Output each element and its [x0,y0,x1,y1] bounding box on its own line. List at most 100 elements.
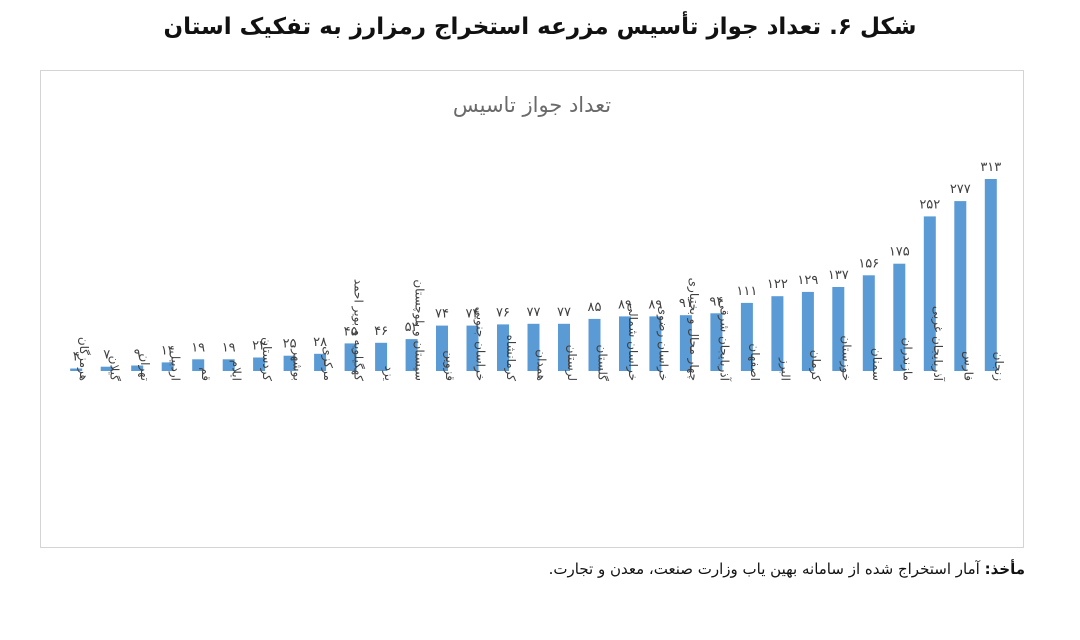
bar [588,318,601,371]
category-label: سیستان و بلوچستان [412,279,427,381]
category-label: اردبیل [168,350,183,381]
category-label: ایلام [230,360,244,381]
data-label: ۹۱ [679,296,693,311]
data-label: ۷۴ [435,307,449,322]
data-label: ۳۱۳ [980,160,1001,175]
chart-frame: تعداد جواز تاسیس ۴ هرمزگان ۷ گیلان ۹ تهران ۱۴ ا… [40,70,1024,548]
bar [161,362,174,371]
bar [192,359,205,371]
source-text: آمار استخراج شده از سامانه بهین یاب وزار… [548,560,980,578]
bar [131,365,144,371]
data-label: ۹۴ [709,294,723,309]
category-label: چهار محال و بختیاری [686,278,701,381]
bar [649,316,662,371]
category-label: لرستان [564,345,579,381]
data-label: ۲۵ [283,337,297,352]
bar [801,291,814,371]
bar [314,353,327,371]
bar [497,324,509,371]
data-label: ۴۶ [374,324,388,339]
category-label: مازندران [899,338,914,381]
category-label: آذربایجان غربی [930,306,946,382]
bar [954,201,967,371]
bar [466,325,479,371]
source-note: مأخذ: آمار استخراج شده از سامانه بهین یا… [549,560,1025,578]
data-label: ۷۶ [496,305,510,320]
category-label: خراسان جنوبی [473,307,488,381]
category-label: تهران [137,353,152,381]
category-label: گیلان [108,356,122,382]
bar [740,302,753,371]
bar [527,323,540,371]
bar [222,359,235,371]
data-label: ۷۴ [466,307,480,322]
data-label: ۲۸ [313,335,327,350]
data-label: ۴ [73,350,80,365]
category-label: کردستان [259,337,274,381]
category-label: آذربایجان شرقی [716,300,732,382]
data-label: ۱۷۵ [889,245,910,260]
data-label: ۱۵۶ [858,256,879,271]
figure-caption: شکل ۶. تعداد جواز تأسیس مزرعه استخراج رم… [163,14,917,40]
chart-title: تعداد جواز تاسیس [452,93,612,117]
category-label: مرکزی [320,346,335,381]
category-label: خراسان رضوی [655,306,670,381]
bar [984,179,997,371]
bar [832,287,845,371]
category-label: یزد [381,366,396,381]
bar [558,323,570,371]
data-label: ۲۵۲ [919,197,940,212]
bar [100,366,113,371]
data-label: ۴۵ [344,324,358,339]
data-label: ۲۲ [252,339,266,354]
category-label: فارس [960,351,975,381]
category-label: البرز [777,357,792,381]
category-label: قزوین [442,350,457,381]
category-label: همدان [535,349,549,381]
bar [436,325,448,371]
data-label: ۱۹ [191,340,205,355]
bar [710,313,723,371]
data-label: ۸۵ [588,300,602,315]
category-label: خراسان شمالی [625,303,640,381]
data-label: ۸۹ [648,297,662,312]
category-label: سمنان [870,348,884,381]
category-label: هرمزگان [76,337,91,381]
data-label: ۵۲ [405,320,419,335]
data-label: ۸۹ [618,297,632,312]
category-label: اصفهان [748,343,762,381]
bar [375,342,388,371]
category-label: کرمانشاه [503,335,518,382]
source-label: مأخذ: [984,560,1025,578]
bar [893,263,906,371]
category-label: بوشهر [290,348,305,381]
bar [283,355,296,371]
category-label: زنجان [991,352,1006,382]
bar [405,339,418,371]
bar [862,275,875,371]
data-label: ۱۴ [161,343,175,358]
category-label: کرمان [808,350,823,382]
data-label: ۱۱۱ [736,284,757,299]
bar [923,216,936,371]
data-label: ۱۲۹ [797,273,818,288]
category-label: کهگیلویه و بویر احمد [351,279,366,381]
bar [771,296,784,371]
data-label: ۱۳۷ [828,268,849,283]
category-label: قم [199,367,213,381]
data-label: ۷۷ [527,305,541,320]
data-label: ۱۹ [222,340,236,355]
bar [253,357,266,371]
category-label: خوزستان [838,335,853,381]
bar [679,315,692,371]
category-label: گلستان [596,345,610,382]
bar [344,343,357,371]
data-label: ۷۷ [557,305,571,320]
data-label: ۱۲۲ [767,277,788,292]
bar [619,316,631,371]
data-label: ۹ [134,347,141,362]
bar [70,368,83,371]
data-label: ۲۷۷ [950,182,971,197]
data-label: ۷ [103,348,110,363]
